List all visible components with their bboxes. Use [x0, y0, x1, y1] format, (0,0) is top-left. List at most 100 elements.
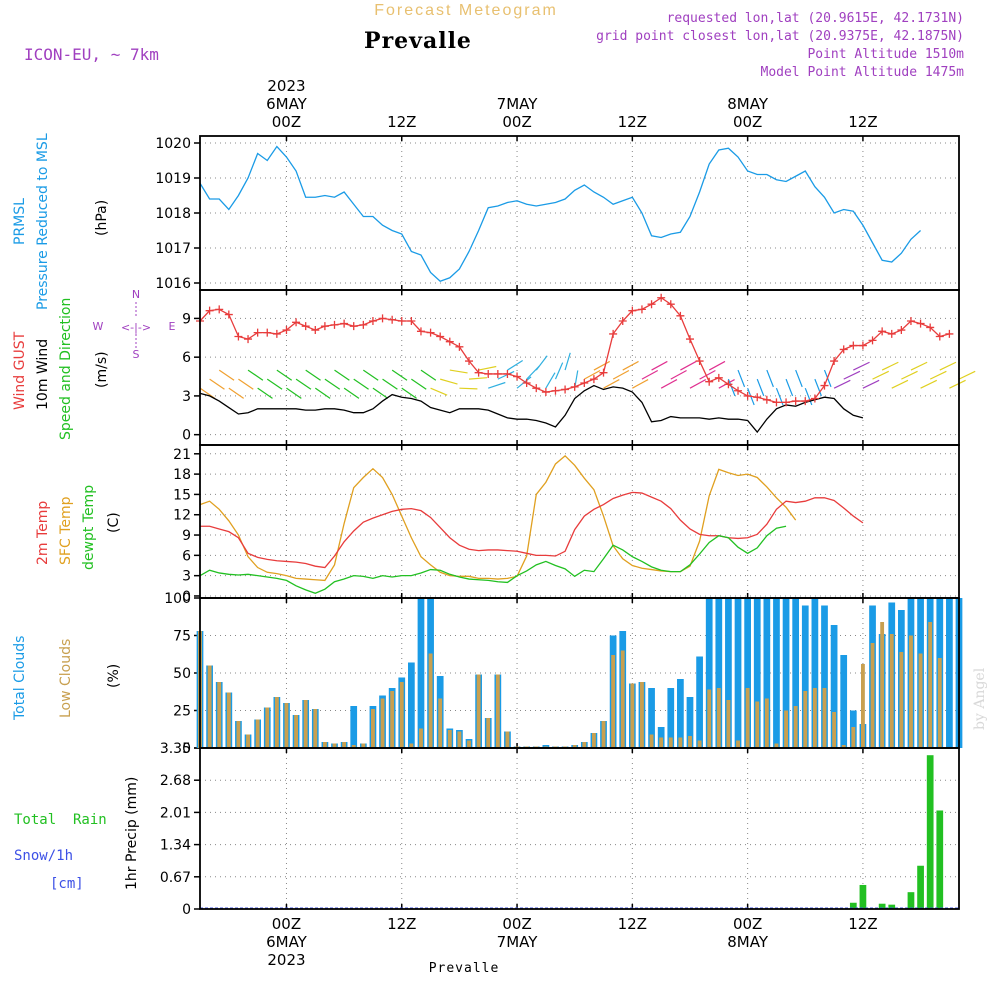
wind-direction-arrow — [554, 362, 564, 380]
wind-direction-arrow — [276, 369, 293, 381]
wind-direction-arrow — [766, 369, 774, 388]
wind-gust-marker — [849, 341, 858, 350]
wind-direction-arrow — [497, 370, 515, 380]
low-clouds-bar — [332, 743, 337, 748]
wind-gust-marker — [532, 384, 541, 393]
wind-gust-marker — [580, 379, 589, 387]
wind-gust-marker — [349, 322, 358, 331]
low-clouds-bar — [226, 692, 231, 748]
wind-direction-arrow — [699, 369, 716, 380]
wind-direction-arrow — [593, 360, 610, 371]
wind-gust-marker — [705, 377, 714, 386]
bottom-axis-label: 12Z — [848, 915, 877, 933]
wind-direction-arrow — [939, 361, 957, 371]
total-clouds-bar — [715, 598, 723, 748]
low-clouds-bar — [851, 727, 856, 748]
model-altitude: Model Point Altitude 1475m — [761, 65, 965, 80]
y-tick-label: 100 — [164, 591, 191, 607]
wind-gust-marker — [839, 345, 848, 354]
total-clouds-bar — [734, 598, 742, 748]
low-clouds-bar — [380, 698, 385, 748]
wind-gust-marker — [330, 320, 339, 329]
top-axis-label: 12Z — [848, 113, 877, 131]
y-tick-label: 50 — [173, 666, 191, 682]
low-clouds-bar — [774, 743, 779, 748]
low-clouds-bar — [697, 740, 702, 748]
y-tick-label: 6 — [182, 548, 191, 564]
wind-direction-arrow — [324, 378, 341, 390]
wind-direction-arrow — [353, 378, 369, 390]
cloud-unit: (%) — [106, 664, 122, 688]
total-clouds-bar — [677, 679, 684, 748]
wind-direction-arrow — [266, 378, 283, 390]
top-axis-label: 12Z — [387, 113, 416, 131]
wind-direction-arrow — [564, 352, 571, 371]
grid-coords: grid point closest lon,lat (20.9375E, 42… — [596, 29, 964, 44]
y-tick-label: 1020 — [155, 136, 191, 152]
low-clouds-bar — [313, 709, 318, 748]
product-title: Forecast Meteogram — [374, 2, 558, 19]
wind-direction-arrow — [708, 360, 726, 371]
low-clouds-bar — [630, 683, 635, 748]
low-clouds-bar — [909, 635, 913, 748]
wind-direction-arrow — [804, 387, 813, 406]
low-clouds-bar — [265, 707, 270, 748]
y-tick-label: 0 — [182, 902, 191, 918]
low-clouds-bar — [399, 682, 404, 748]
low-clouds-bar — [707, 689, 712, 748]
rain-bar — [926, 755, 934, 909]
wind-direction-arrow — [949, 379, 966, 389]
wind-direction-arrow — [795, 369, 803, 388]
total-clouds-bar — [763, 598, 771, 748]
wind-gust-marker — [503, 369, 512, 378]
wind-gust-marker — [926, 323, 935, 332]
low-clouds-bar — [812, 688, 817, 748]
total-clouds-bar — [782, 598, 790, 748]
wind-gust-marker — [292, 318, 301, 327]
dir-label: Speed and Direction — [58, 298, 74, 440]
y-tick-label: 0 — [182, 589, 191, 605]
wind-direction-arrow — [901, 370, 918, 380]
low-clouds-bar — [611, 655, 616, 748]
y-tick-label: 9 — [182, 528, 191, 544]
bottom-axis-label: 6MAY — [266, 933, 308, 951]
low-clouds-bar — [246, 734, 250, 748]
low-clouds-bar — [274, 697, 279, 748]
low-clouds-bar — [361, 743, 366, 748]
compass-w: W — [93, 320, 104, 333]
low-clouds-bar — [582, 742, 587, 748]
wind-direction-arrow — [814, 378, 822, 397]
low-clouds-bar — [918, 653, 923, 748]
y-tick-label: 2.01 — [160, 805, 191, 821]
low-clouds-bar — [793, 706, 798, 748]
low-clouds-bar — [457, 731, 462, 748]
low-clouds-bar — [678, 737, 683, 748]
y-tick-label: 21 — [173, 447, 191, 463]
y-tick-label: 25 — [173, 704, 191, 720]
y-tick-label: 3 — [182, 569, 191, 585]
panel-frame — [199, 289, 960, 446]
total-clouds-bar — [801, 605, 809, 748]
low-clouds-bar — [447, 730, 452, 748]
wind-direction-arrow — [228, 387, 245, 399]
wind-gust-marker — [628, 306, 637, 315]
watermark: by Angel — [972, 667, 988, 730]
wind-gust-marker — [455, 342, 464, 351]
wind-gust-marker — [599, 368, 608, 377]
wind-gust-marker — [609, 329, 618, 338]
wind-gust-marker — [416, 327, 425, 336]
y-tick-label: 3.35 — [160, 741, 191, 757]
low-clouds-bar — [505, 731, 510, 748]
snow-label: Snow/1h — [14, 848, 73, 864]
wind-gust-marker — [724, 380, 733, 389]
wind-direction-arrow — [314, 387, 331, 399]
total-clouds-bar — [696, 656, 703, 748]
low-clouds-bar — [861, 664, 865, 748]
wind-direction-arrow — [727, 378, 736, 397]
y-tick-label: 0.67 — [160, 870, 191, 886]
temp-labels: 2m Temp SFC Temp dewpt Temp (C) — [35, 485, 122, 570]
wind-gust-marker — [388, 315, 397, 324]
low-clouds-bar — [889, 634, 894, 748]
wind-direction-arrow — [305, 369, 321, 381]
wind-gust-marker — [714, 373, 723, 382]
